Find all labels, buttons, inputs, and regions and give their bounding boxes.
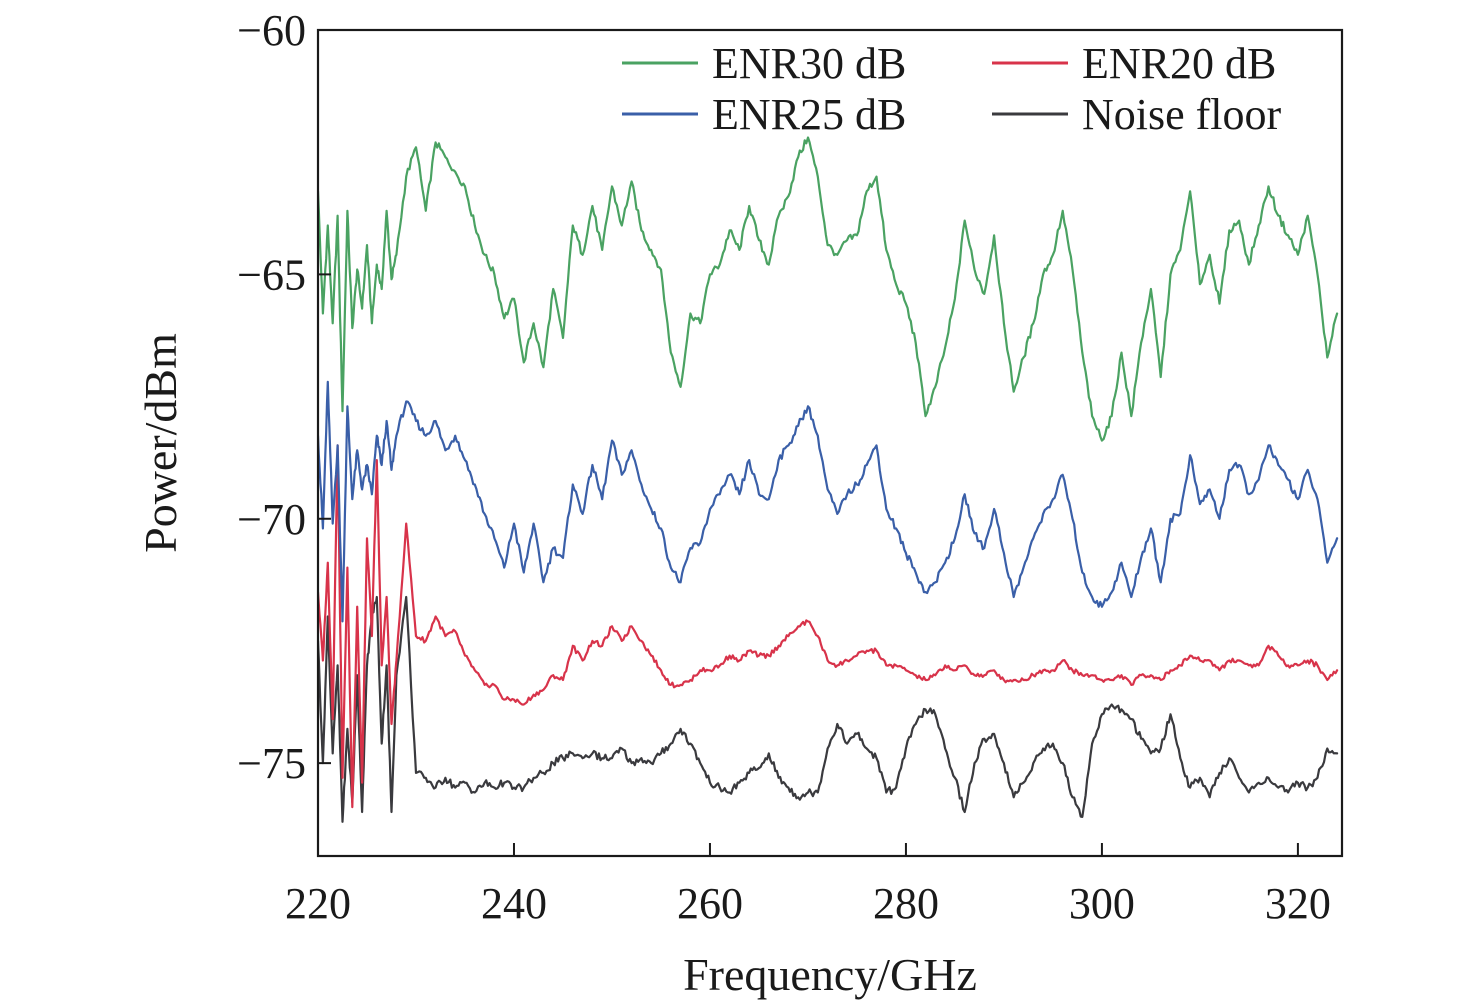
series-line-enr30-db [318, 136, 1339, 442]
plot-area-frame [316, 28, 1344, 858]
series-line-enr20-db [318, 444, 1339, 809]
series-line-enr25-db [318, 380, 1339, 623]
series-layer [318, 136, 1339, 823]
legend-label: ENR25 dB [712, 90, 906, 139]
series-line-noise-floor [318, 595, 1339, 823]
x-tick-label: 280 [873, 879, 939, 928]
y-axis: −60 −65 −70 −75 [237, 6, 331, 788]
x-axis-title: Frequency/GHz [683, 949, 977, 1000]
x-tick-label: 240 [481, 879, 547, 928]
x-axis: 220 240 260 280 300 320 [285, 843, 1331, 928]
legend: ENR30 dB ENR20 dB ENR25 dB Noise floor [622, 39, 1282, 139]
y-tick-label: −65 [237, 250, 306, 299]
y-tick-label: −60 [237, 6, 306, 55]
legend-label: ENR30 dB [712, 39, 906, 88]
x-tick-label: 220 [285, 879, 351, 928]
legend-label: ENR20 dB [1082, 39, 1276, 88]
legend-label: Noise floor [1082, 90, 1282, 139]
y-tick-label: −75 [237, 739, 306, 788]
x-tick-label: 260 [677, 879, 743, 928]
x-tick-label: 320 [1265, 879, 1331, 928]
x-tick-label: 300 [1069, 879, 1135, 928]
y-tick-label: −70 [237, 495, 306, 544]
y-axis-title: Power/dBm [135, 333, 186, 553]
